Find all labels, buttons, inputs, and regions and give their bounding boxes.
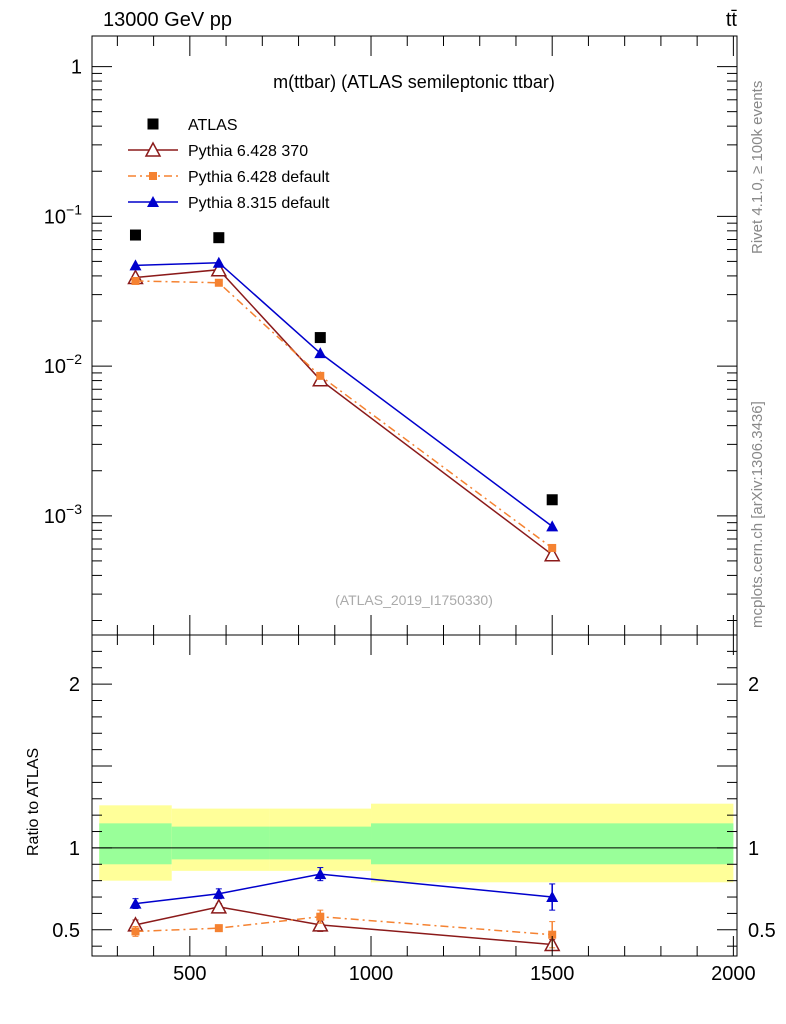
- header-right: tt̄: [726, 9, 738, 31]
- series-0: [129, 229, 558, 506]
- marker-square-small: [214, 924, 223, 933]
- marker-triangle: [129, 259, 142, 271]
- marker-square: [213, 232, 225, 244]
- ratio-line: [135, 915, 553, 936]
- legend-label: Pythia 6.428 default: [188, 169, 330, 186]
- rivet-label: Rivet 4.1.0, ≥ 100k events: [749, 81, 766, 254]
- marker-square-small: [316, 912, 325, 921]
- marker-triangle-open: [144, 141, 162, 157]
- marker-triangle: [147, 196, 159, 207]
- series-3: [129, 256, 559, 532]
- x-tick-label: 2000: [711, 963, 756, 985]
- uncertainty-band-inner: [171, 826, 270, 860]
- marker-triangle: [212, 256, 225, 268]
- y-tick-label: 10−3: [44, 501, 82, 528]
- series-1: [127, 261, 561, 562]
- ratio-y-tick-label-right: 1: [748, 838, 759, 860]
- legend-label: ATLAS: [188, 117, 238, 134]
- ratio-y-tick-label-right: 0.5: [748, 920, 776, 942]
- ratio-series-1: [131, 909, 557, 949]
- ratio-line: [135, 906, 553, 946]
- legend-label: Pythia 6.428 370: [188, 143, 308, 160]
- marker-triangle-open: [312, 916, 329, 932]
- ratio-y-tick-label-right: 2: [748, 674, 759, 696]
- marker-square-small: [131, 276, 140, 285]
- marker-triangle: [546, 891, 559, 903]
- x-tick-label: 1500: [530, 963, 575, 985]
- ratio-series-2: [129, 867, 559, 911]
- y-tick-label: 10−1: [44, 201, 82, 228]
- legend: ATLAS Pythia 6.428 370 Pythia 6.428 defaul…: [128, 117, 330, 212]
- y-tick-label: 1: [71, 57, 82, 79]
- series-line: [135, 268, 553, 556]
- x-tick-label: 1000: [349, 963, 394, 985]
- ratio-y-tick-label: 2: [69, 674, 80, 696]
- ratio-line: [135, 873, 553, 905]
- marker-square-small: [548, 543, 557, 552]
- ratio-series-0: [127, 898, 561, 952]
- legend-label: Pythia 8.315 default: [188, 195, 330, 212]
- marker-square-small: [149, 172, 157, 180]
- marker-square: [314, 332, 326, 344]
- marker-square: [147, 118, 159, 130]
- series-line: [135, 261, 553, 527]
- x-tick-label: 500: [173, 963, 206, 985]
- marker-triangle: [314, 868, 327, 880]
- marker-triangle: [546, 520, 559, 532]
- marker-square-small: [316, 371, 325, 380]
- ratio-panel: 0.5 0.5 1 1 2 2 500 1000 1500 2000 Ratio to ATLAS: [25, 634, 776, 985]
- marker-triangle-open: [210, 261, 228, 277]
- series-2: [131, 276, 557, 552]
- marker-triangle-open: [210, 898, 228, 914]
- marker-square-small: [131, 927, 140, 936]
- header-left: 13000 GeV pp: [103, 9, 232, 31]
- marker-triangle: [129, 897, 142, 909]
- marker-square: [546, 494, 558, 506]
- marker-triangle: [314, 347, 327, 359]
- marker-triangle: [212, 887, 225, 899]
- y-tick-label: 10−2: [44, 351, 82, 378]
- main-title: m(ttbar) (ATLAS semileptonic ttbar): [273, 72, 555, 92]
- marker-triangle-open: [543, 546, 561, 562]
- marker-square-small: [214, 278, 223, 287]
- ratio-y-tick-label: 1: [69, 838, 80, 860]
- analysis-tag: (ATLAS_2019_I1750330): [335, 592, 493, 608]
- uncertainty-band-inner: [371, 823, 734, 865]
- uncertainty-band-inner: [269, 826, 372, 860]
- uncertainty-band-inner: [99, 823, 172, 865]
- marker-square-small: [548, 930, 557, 939]
- ratio-ylabel: Ratio to ATLAS: [25, 748, 42, 856]
- series-line: [135, 280, 553, 549]
- main-panel: m(ttbar) (ATLAS semileptonic ttbar) 1 10−1…: [44, 35, 738, 636]
- mcplots-label: mcplots.cern.ch [arXiv:1306.3436]: [749, 401, 766, 628]
- ratio-y-tick-label: 0.5: [52, 920, 80, 942]
- ratio-frame: [91, 634, 738, 957]
- marker-square: [129, 229, 141, 241]
